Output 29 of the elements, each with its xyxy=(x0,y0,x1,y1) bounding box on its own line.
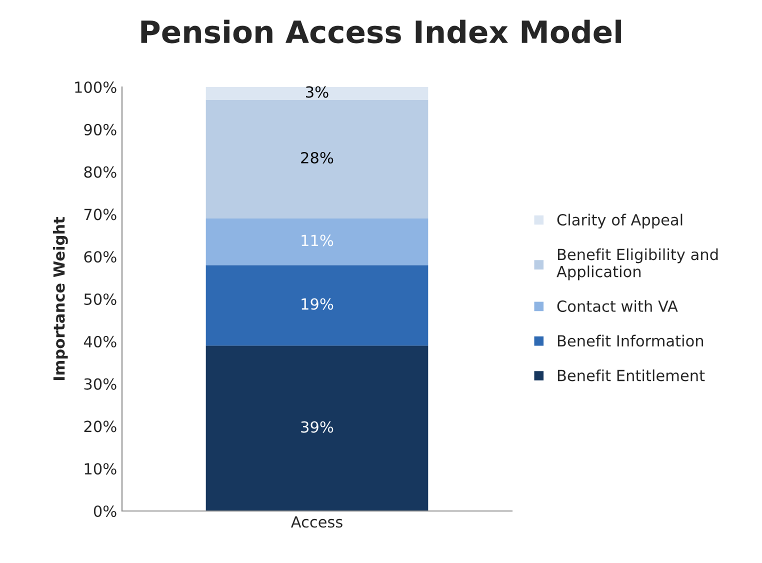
data-label: 3% xyxy=(306,86,328,98)
data-label: 19% xyxy=(302,298,334,310)
y-tick-label: 80% xyxy=(84,166,116,178)
y-tick-label: 90% xyxy=(84,124,116,136)
bar xyxy=(206,100,428,218)
legend-label: Benefit Eligibility and Application xyxy=(556,248,718,280)
y-axis-title: Importance Weight xyxy=(53,216,68,380)
data-label: 28% xyxy=(301,152,334,164)
legend-label: Clarity of Appeal xyxy=(557,214,682,229)
data-label: 11% xyxy=(302,234,334,246)
y-tick-label: 0% xyxy=(94,505,116,518)
legend-label: Contact with VA xyxy=(557,300,678,312)
x-tick-label: Access xyxy=(290,516,342,528)
y-tick-label: 60% xyxy=(84,251,116,263)
chart-title: Pension Access Index Model xyxy=(141,20,621,44)
bar xyxy=(206,346,428,511)
y-tick-label: 30% xyxy=(84,378,116,390)
bar xyxy=(206,87,428,100)
legend-label: Benefit Entitlement xyxy=(558,369,705,382)
data-label: 39% xyxy=(301,421,334,433)
y-tick-label: 50% xyxy=(84,293,116,306)
y-tick-label: 10% xyxy=(84,463,116,475)
legend-label: Benefit Information xyxy=(558,334,704,347)
y-tick-label: 70% xyxy=(84,208,116,220)
y-tick-label: 20% xyxy=(84,420,116,432)
y-tick-label: 40% xyxy=(84,336,116,348)
bar xyxy=(206,265,428,346)
bar xyxy=(206,218,428,266)
y-tick-label: 100% xyxy=(75,81,116,94)
